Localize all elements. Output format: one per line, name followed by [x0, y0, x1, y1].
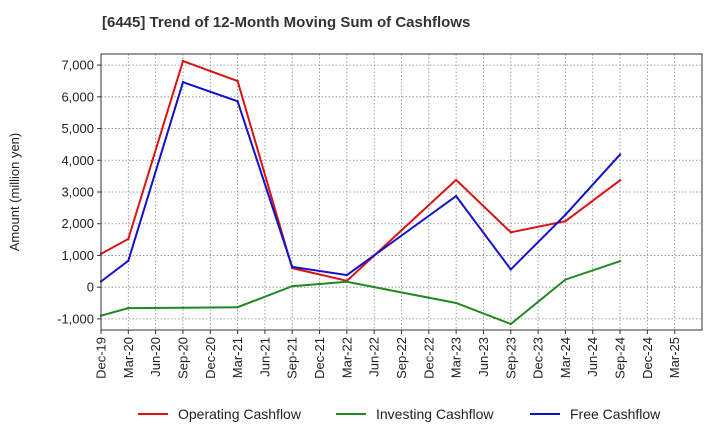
data-point: [454, 194, 458, 198]
grid-lines: [101, 54, 702, 330]
data-point: [564, 213, 567, 217]
data-point: [618, 259, 622, 263]
x-tick-label: Sep-21: [285, 337, 300, 379]
axes: Dec-19 Mar-20 Jun-20 Sep-20 Dec-20 Mar-21 Jun-…: [57, 58, 682, 379]
series-line-investing-cashflow: [100, 260, 621, 326]
chart-title: [6445] Trend of 12-Month Moving Sum of C…: [102, 14, 471, 31]
data-point: [236, 100, 239, 103]
series-lines: [99, 59, 622, 326]
y-tick-label: 0: [87, 280, 94, 295]
x-tick-label: Dec-23: [531, 337, 546, 379]
x-tick-label: Dec-21: [312, 337, 327, 379]
x-tick-label: Dec-20: [203, 337, 218, 379]
data-point: [181, 306, 185, 309]
data-point: [345, 273, 349, 277]
x-tick-label: Sep-20: [175, 337, 190, 379]
data-point: [236, 79, 239, 83]
data-point: [564, 278, 567, 281]
x-tick-label: Mar-20: [121, 337, 136, 378]
plot-frame: [100, 53, 703, 331]
x-tick-label: Mar-21: [230, 337, 245, 378]
y-tick-label: 3,000: [61, 185, 94, 200]
legend: Operating Cashflow Investing Cashflow Free…: [138, 406, 661, 422]
series-line-operating-cashflow: [100, 59, 621, 282]
data-point: [509, 268, 512, 271]
x-tick-label: Jun-23: [476, 337, 491, 377]
y-tick-label: 6,000: [61, 89, 94, 104]
series-line-free-cashflow: [100, 80, 621, 283]
legend-label: Free Cashflow: [570, 406, 661, 422]
x-tick-label: Jun-21: [257, 337, 272, 377]
y-tick-label: 5,000: [61, 121, 94, 136]
x-tick-label: Jun-24: [585, 337, 600, 377]
x-tick-label: Dec-24: [640, 337, 655, 379]
data-point: [127, 237, 130, 241]
x-tick-label: Dec-22: [421, 337, 436, 379]
legend-label: Investing Cashflow: [376, 406, 494, 422]
data-point: [509, 322, 512, 326]
data-point: [127, 306, 130, 310]
data-point: [291, 285, 294, 288]
x-tick-label: Mar-25: [667, 337, 682, 378]
y-tick-label: 7,000: [61, 58, 94, 73]
legend-label: Operating Cashflow: [178, 406, 302, 422]
x-tick-label: Sep-23: [503, 337, 518, 379]
y-tick-label: 4,000: [61, 153, 94, 168]
data-point: [454, 301, 458, 305]
x-tick-label: Mar-22: [339, 337, 354, 378]
y-tick-label: 1,000: [61, 248, 94, 263]
x-tick-label: Sep-22: [394, 337, 409, 379]
data-point: [291, 265, 294, 269]
data-point: [181, 81, 185, 84]
y-axis-title: Amount (million yen): [7, 133, 22, 252]
x-tick-label: Mar-23: [449, 337, 464, 378]
data-point: [236, 305, 239, 309]
data-point: [618, 179, 622, 182]
data-point: [564, 219, 567, 223]
x-tick-label: Jun-22: [367, 337, 382, 377]
data-point: [454, 178, 458, 182]
data-point: [181, 59, 185, 63]
x-tick-label: Dec-19: [94, 337, 109, 379]
y-tick-label: 2,000: [61, 216, 94, 231]
data-point: [509, 231, 512, 234]
x-tick-label: Sep-24: [613, 337, 628, 379]
data-point: [345, 280, 349, 283]
x-tick-label: Mar-24: [558, 337, 573, 378]
y-tick-label: -1,000: [57, 311, 94, 326]
data-point: [618, 153, 622, 156]
x-tick-label: Jun-20: [148, 337, 163, 377]
data-point: [127, 259, 130, 263]
